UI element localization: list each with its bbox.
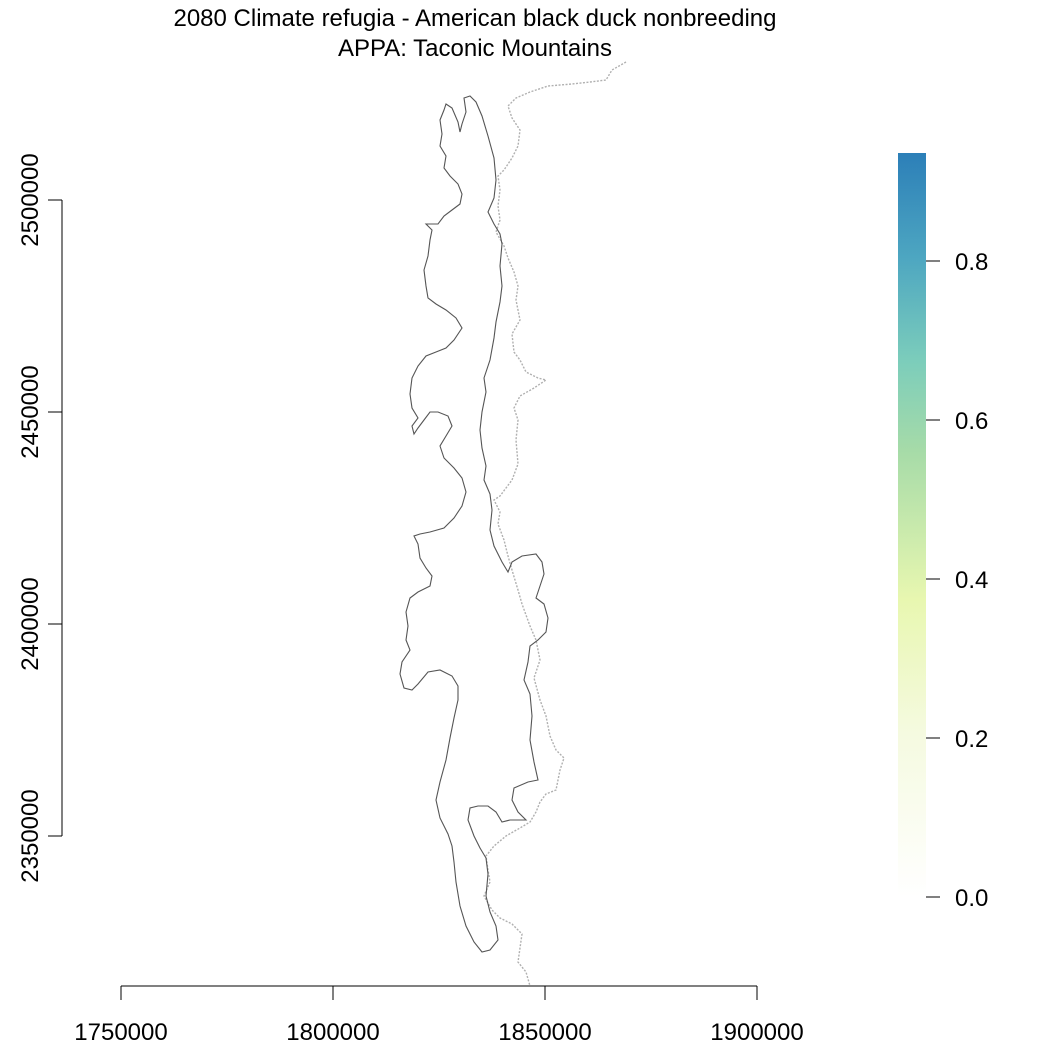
x-axis: 1750000 1800000 1850000 1900000: [74, 985, 804, 1046]
y-tick-label: 2400000: [17, 577, 44, 670]
legend-colorbar: [898, 153, 926, 897]
y-axis: 2350000 2400000 2450000 2500000: [17, 153, 63, 883]
map-title: 2080 Climate refugia - American black du…: [173, 5, 777, 32]
x-tick-label: 1750000: [74, 1019, 167, 1046]
park-boundary-outline: [399, 95, 549, 953]
y-tick-label: 2500000: [17, 153, 44, 246]
legend: 0.0 0.2 0.4 0.6 0.8: [898, 153, 988, 912]
y-tick-label: 2350000: [17, 789, 44, 882]
map-subtitle: APPA: Taconic Mountains: [338, 35, 612, 62]
x-tick-label: 1850000: [498, 1019, 591, 1046]
x-tick-label: 1800000: [286, 1019, 379, 1046]
legend-label: 0.2: [955, 726, 988, 753]
legend-label: 0.0: [955, 885, 988, 912]
y-tick-label: 2450000: [17, 365, 44, 458]
x-tick-label: 1900000: [710, 1019, 803, 1046]
state-boundary-line: [483, 61, 627, 987]
legend-label: 0.4: [955, 567, 988, 594]
legend-label: 0.8: [955, 249, 988, 276]
legend-label: 0.6: [955, 408, 988, 435]
